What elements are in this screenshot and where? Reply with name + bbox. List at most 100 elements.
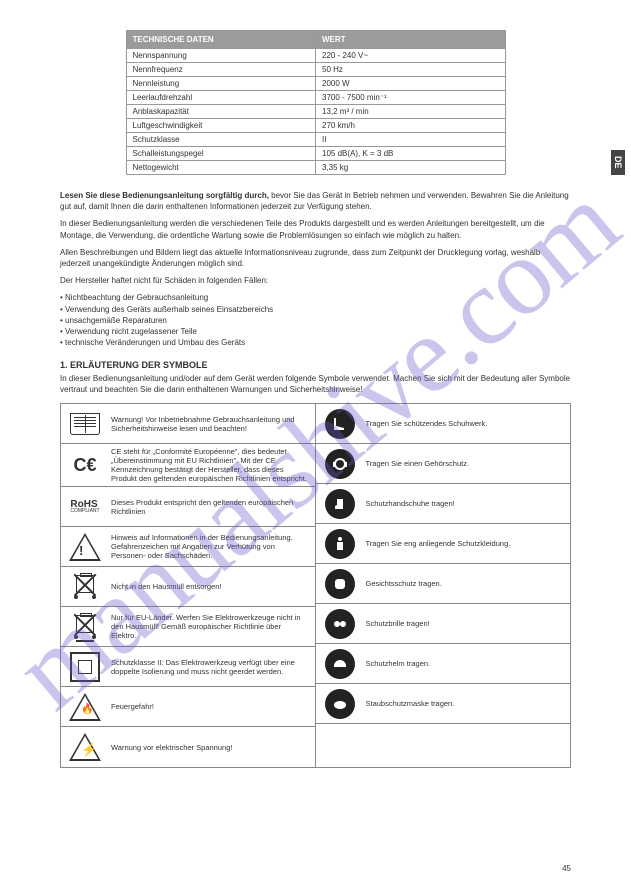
symbol-text: Nur für EU-Länder. Werfen Sie Elektrower… — [111, 613, 309, 640]
symbol-text: CE steht für „Conformité Européenne", di… — [111, 447, 309, 483]
weee-bar-icon — [67, 611, 103, 643]
book-icon — [67, 408, 103, 440]
symbols-left-col: Warnung! Vor Inbetriebnahme Gebrauchsanl… — [61, 404, 316, 767]
spec-row: SchutzklasseII — [126, 133, 505, 147]
ears-icon — [322, 448, 358, 480]
spec-row: Schalleistungspegel105 dB(A), K = 3 dB — [126, 147, 505, 161]
class2-icon — [67, 651, 103, 683]
symbol-text: Warnung vor elektrischer Spannung! — [111, 743, 232, 752]
intro-p1-bold: Lesen Sie diese Bedienungsanleitung sorg… — [60, 191, 269, 200]
spec-table-header: TECHNISCHE DATEN WERT — [126, 31, 505, 49]
symbols-right-col: Tragen Sie schützendes Schuhwerk. Tragen… — [316, 404, 571, 767]
spec-cell: 105 dB(A), K = 3 dB — [316, 147, 506, 161]
intro-p2: In dieser Bedienungsanleitung werden die… — [60, 218, 571, 240]
symbol-row: 🔥 Feuergefahr! — [61, 687, 315, 727]
page-number: 45 — [562, 864, 571, 873]
symbol-row — [316, 724, 571, 764]
symbol-text: Schutzhelm tragen. — [366, 659, 431, 668]
spec-row: Anblaskapazität13,2 m³ / min — [126, 105, 505, 119]
spec-header-col1: TECHNISCHE DATEN — [126, 31, 316, 49]
symbol-text: Tragen Sie schützendes Schuhwerk. — [366, 419, 488, 428]
spec-row: Leerlaufdrehzahl3700 - 7500 min⁻¹ — [126, 91, 505, 105]
weee-icon — [67, 571, 103, 603]
spec-cell: 220 - 240 V~ — [316, 49, 506, 63]
ce-icon: C€ — [67, 449, 103, 481]
symbol-row: ! Hinweis auf Informationen in der Bedie… — [61, 527, 315, 567]
symbol-text: Tragen Sie eng anliegende Schutzkleidung… — [366, 539, 511, 548]
symbol-text: Warnung! Vor Inbetriebnahme Gebrauchsanl… — [111, 415, 309, 433]
intro-p4: Der Hersteller haftet nicht für Schäden … — [60, 275, 571, 286]
mask-icon — [322, 688, 358, 720]
symbol-row: Schutzhelm tragen. — [316, 644, 571, 684]
intro-bullet: • unsachgemäße Reparaturen — [60, 315, 571, 326]
symbol-text: Nicht in den Hausmüll entsorgen! — [111, 582, 221, 591]
spec-cell: Nettogewicht — [126, 161, 316, 175]
spec-cell: 3,35 kg — [316, 161, 506, 175]
bolt-icon: ⚡ — [67, 731, 103, 763]
rohs-icon: RoHSCOMPLIANT — [67, 491, 103, 523]
intro-bullets: • Nichtbeachtung der Gebrauchsanleitung•… — [60, 292, 571, 348]
symbol-row: Tragen Sie einen Gehörschutz. — [316, 444, 571, 484]
symbol-row: Staubschutzmaske tragen. — [316, 684, 571, 724]
symbols-table: Warnung! Vor Inbetriebnahme Gebrauchsanl… — [60, 403, 571, 768]
symbol-text: Schutzklasse II: Das Elektrowerkzeug ver… — [111, 658, 309, 676]
spec-cell: Nennspannung — [126, 49, 316, 63]
intro-bullet: • Nichtbeachtung der Gebrauchsanleitung — [60, 292, 571, 303]
spec-cell: 270 km/h — [316, 119, 506, 133]
symbol-text: Schutzbrille tragen! — [366, 619, 430, 628]
symbol-row: Warnung! Vor Inbetriebnahme Gebrauchsanl… — [61, 404, 315, 444]
symbol-row: RoHSCOMPLIANT Dieses Produkt entspricht … — [61, 487, 315, 527]
helmet-icon — [322, 648, 358, 680]
intro-bullet: • technische Veränderungen und Umbau des… — [60, 337, 571, 348]
symbol-row: Nur für EU-Länder. Werfen Sie Elektrower… — [61, 607, 315, 647]
spec-row: Nennleistung2000 W — [126, 77, 505, 91]
body-icon — [322, 528, 358, 560]
spec-row: Nennfrequenz50 Hz — [126, 63, 505, 77]
spec-cell: Anblaskapazität — [126, 105, 316, 119]
spec-cell: 13,2 m³ / min — [316, 105, 506, 119]
intro-p1: Lesen Sie diese Bedienungsanleitung sorg… — [60, 190, 571, 212]
symbol-row: Schutzklasse II: Das Elektrowerkzeug ver… — [61, 647, 315, 687]
goggles-icon — [322, 608, 358, 640]
symbol-row: Schutzbrille tragen! — [316, 604, 571, 644]
intro-p3: Allen Beschreibungen und Bildern liegt d… — [60, 247, 571, 269]
symbol-row: Schutzhandschuhe tragen! — [316, 484, 571, 524]
warn-icon: ! — [67, 531, 103, 563]
symbol-text: Schutzhandschuhe tragen! — [366, 499, 455, 508]
symbol-row: Tragen Sie eng anliegende Schutzkleidung… — [316, 524, 571, 564]
symbol-text: Feuergefahr! — [111, 702, 154, 711]
spec-cell: 3700 - 7500 min⁻¹ — [316, 91, 506, 105]
spec-table: TECHNISCHE DATEN WERT Nennspannung220 - … — [126, 30, 506, 175]
spec-cell: Luftgeschwindigkeit — [126, 119, 316, 133]
spec-cell: Schalleistungspegel — [126, 147, 316, 161]
symbol-text: Hinweis auf Informationen in der Bedienu… — [111, 533, 309, 560]
spec-row: Nennspannung220 - 240 V~ — [126, 49, 505, 63]
symbol-row: Gesichtsschutz tragen. — [316, 564, 571, 604]
spec-cell: Nennleistung — [126, 77, 316, 91]
spec-row: Luftgeschwindigkeit270 km/h — [126, 119, 505, 133]
symbol-row: Nicht in den Hausmüll entsorgen! — [61, 567, 315, 607]
symbol-text: Gesichtsschutz tragen. — [366, 579, 442, 588]
symbol-text: Dieses Produkt entspricht den geltenden … — [111, 498, 309, 516]
intro-bullet: • Verwendung des Geräts außerhalb seines… — [60, 304, 571, 315]
symbol-row: Tragen Sie schützendes Schuhwerk. — [316, 404, 571, 444]
spec-cell: II — [316, 133, 506, 147]
boots-icon — [322, 408, 358, 440]
spec-header-col2: WERT — [316, 31, 506, 49]
blank-icon — [322, 728, 358, 760]
symbol-row: C€ CE steht für „Conformité Européenne",… — [61, 444, 315, 487]
spec-row: Nettogewicht3,35 kg — [126, 161, 505, 175]
symbol-intro: In dieser Bedienungsanleitung und/oder a… — [60, 374, 571, 395]
spec-cell: 50 Hz — [316, 63, 506, 77]
symbol-text: Staubschutzmaske tragen. — [366, 699, 455, 708]
section-title: 1. ERLÄUTERUNG DER SYMBOLE — [60, 360, 571, 370]
spec-cell: Leerlaufdrehzahl — [126, 91, 316, 105]
intro-block: Lesen Sie diese Bedienungsanleitung sorg… — [60, 190, 571, 348]
symbol-text: Tragen Sie einen Gehörschutz. — [366, 459, 470, 468]
spec-cell: Nennfrequenz — [126, 63, 316, 77]
symbol-row: ⚡ Warnung vor elektrischer Spannung! — [61, 727, 315, 767]
gloves-icon — [322, 488, 358, 520]
fire-icon: 🔥 — [67, 691, 103, 723]
spec-cell: Schutzklasse — [126, 133, 316, 147]
face-icon — [322, 568, 358, 600]
